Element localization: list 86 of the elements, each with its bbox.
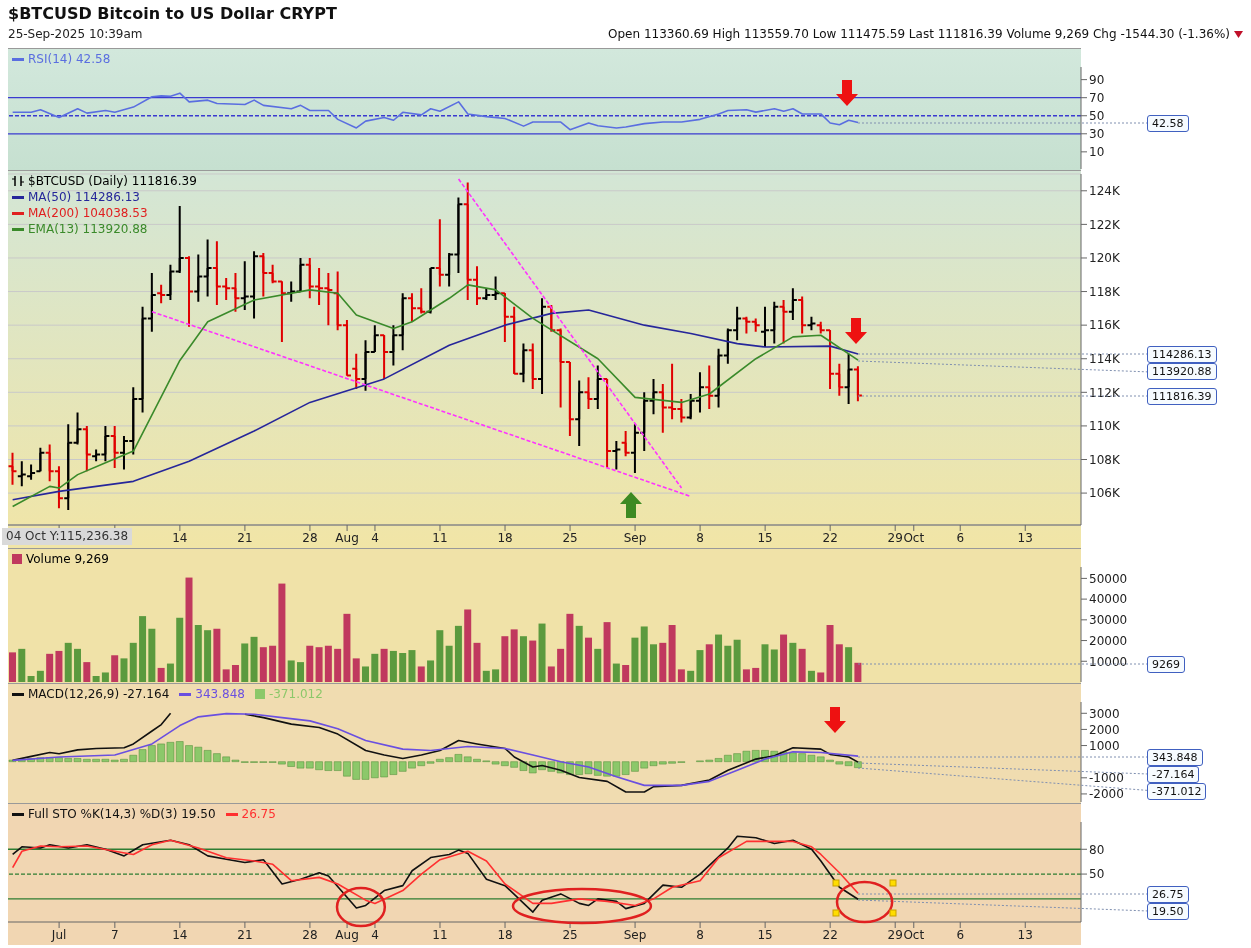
x-tick-label: Sep: [623, 530, 647, 545]
x-tick-label: 22: [822, 927, 838, 942]
x-tick-label: Aug: [335, 530, 359, 545]
annotation: 111816.39: [1147, 388, 1217, 406]
y-tick-label: -1000: [1089, 771, 1124, 786]
y-tick-label: 30: [1089, 127, 1105, 142]
x-tick-label: 14: [172, 530, 188, 545]
legend-label: Full STO %K(14,3) %D(3) 19.50: [28, 806, 216, 822]
legend-label: -371.012: [268, 686, 323, 702]
annotation: 9269: [1147, 655, 1185, 673]
y-tick-label: 108K: [1089, 452, 1121, 467]
legend-label: $BTCUSD (Daily) 111816.39: [28, 173, 197, 189]
x-tick-label: 15: [757, 530, 773, 545]
x-tick-label: 28: [302, 927, 318, 942]
x-tick-label: Oct: [903, 530, 925, 545]
legend-label: Volume 9,269: [26, 551, 109, 567]
x-tick-label: 4: [371, 530, 379, 545]
y-tick-label: 20000: [1089, 633, 1128, 648]
y-tick-label: 116K: [1089, 318, 1121, 333]
x-tick-label: 28: [302, 530, 318, 545]
y-tick-label: 2000: [1089, 722, 1120, 737]
x-tick-label: 11: [432, 927, 448, 942]
y-tick-label: 114K: [1089, 352, 1121, 366]
x-tick-label: 11: [432, 530, 448, 545]
text: 04 Oct Y:115,236.38: [2, 528, 133, 545]
legend-label: MACD(12,26,9) -27.164: [28, 686, 170, 702]
annotation: 42.58: [1147, 114, 1189, 132]
x-tick-label: 14: [172, 927, 188, 942]
x-tick-label: 22: [822, 530, 838, 545]
y-tick-label: 118K: [1089, 284, 1121, 299]
x-tick-label: 29: [887, 530, 903, 545]
legend-label: 26.75: [241, 806, 276, 822]
annotation: -371.012: [1147, 782, 1207, 800]
y-tick-label: 50: [1089, 867, 1105, 882]
y-tick-label: 106K: [1089, 486, 1121, 501]
x-tick-label: 21: [237, 927, 253, 942]
y-tick-label: 124K: [1089, 184, 1121, 199]
legend-label: EMA(13) 113920.88: [28, 221, 148, 237]
y-tick-label: 10: [1089, 145, 1105, 160]
x-tick-label: 18: [497, 530, 513, 545]
y-tick-label: 1000: [1089, 738, 1120, 753]
x-tick-label: 6: [956, 927, 965, 942]
x-tick-label: 6: [956, 530, 965, 545]
x-tick-label: Sep: [623, 927, 647, 942]
x-tick-label: 13: [1017, 927, 1033, 942]
y-tick-label: 120K: [1089, 251, 1121, 266]
y-tick-label: 122K: [1089, 217, 1121, 232]
y-tick-label: 3000: [1089, 706, 1120, 721]
x-tick-label: 15: [757, 927, 773, 942]
y-tick-label: 10000: [1089, 654, 1128, 669]
y-tick-label: 70: [1089, 90, 1105, 105]
text: Open 113360.69 High 113559.70 Low 111475.59 Last 111816.39 Volume 9,269 Chg -1544.30 (-1.36%): [608, 27, 1230, 41]
y-tick-label: 40000: [1089, 592, 1128, 607]
x-tick-label: 18: [497, 927, 513, 942]
annotation: 19.50: [1147, 902, 1189, 920]
y-tick-label: -2000: [1089, 787, 1124, 802]
y-tick-label: 50: [1089, 109, 1105, 123]
chart-subtitle: 25-Sep-2025 10:39am: [8, 27, 143, 41]
legend-label: 343.848: [195, 686, 245, 702]
annotation: 343.848: [1147, 748, 1203, 766]
y-tick-label: 50000: [1089, 571, 1128, 586]
x-tick-label: 25: [562, 530, 578, 545]
x-tick-label: 13: [1017, 530, 1033, 545]
y-tick-label: 80: [1089, 842, 1105, 857]
y-tick-label: 112K: [1089, 385, 1121, 400]
y-tick-label: 90: [1089, 72, 1105, 87]
annotation: 113920.88: [1147, 363, 1217, 381]
x-tick-label: 29: [887, 927, 903, 942]
x-tick-label: Oct: [903, 927, 925, 942]
chart-title: $BTCUSD Bitcoin to US Dollar CRYPT: [8, 3, 338, 23]
x-tick-label: Aug: [335, 927, 359, 942]
x-tick-label: Jul: [50, 927, 67, 942]
x-tick-label: 7: [111, 927, 119, 942]
annotation: 114286.13: [1147, 346, 1217, 364]
annotation: -27.164: [1147, 765, 1200, 783]
legend-label: RSI(14) 42.58: [28, 51, 111, 67]
annotation: 26.75: [1147, 885, 1189, 903]
x-tick-label: 4: [371, 927, 379, 942]
x-tick-label: 8: [696, 927, 704, 942]
x-tick-label: 21: [237, 530, 253, 545]
legend-label: MA(50) 114286.13: [28, 189, 140, 205]
y-tick-label: 30000: [1089, 613, 1128, 628]
y-tick-label: 110K: [1089, 419, 1121, 434]
x-tick-label: 8: [696, 530, 704, 545]
legend-label: MA(200) 104038.53: [28, 205, 148, 221]
x-tick-label: 25: [562, 927, 578, 942]
